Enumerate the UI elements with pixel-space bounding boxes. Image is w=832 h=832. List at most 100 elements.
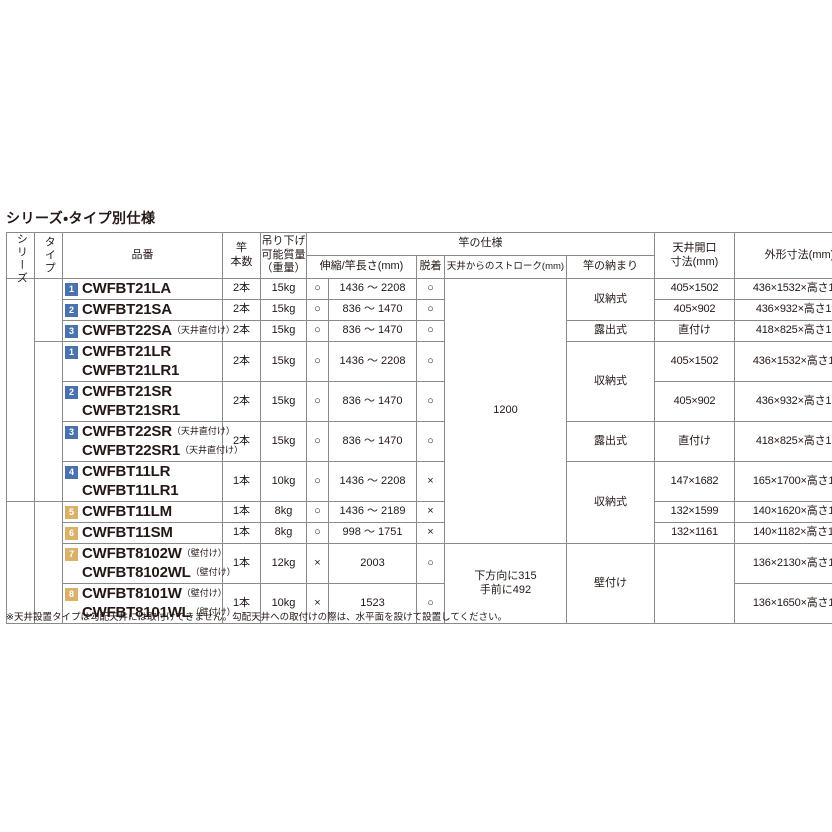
model-line: 3 CWFBT22SA （天井直付け）	[63, 321, 235, 341]
pole-length-cell: 836 ～ 1470	[328, 421, 417, 462]
model-note: （天井直付け）	[171, 426, 235, 437]
detach-mark-cell: ○	[416, 320, 445, 342]
ceiling-opening-cell: 405×902	[654, 381, 735, 422]
row-number-badge: 2	[65, 385, 78, 399]
header-row-2: 伸縮/竿長さ(mm) 脱着 天井からのストローク(mm) 竿の納まり	[7, 255, 832, 279]
hang-weight-cell: 15kg	[260, 320, 307, 342]
model-cell[interactable]: 2 CWFBT21SA	[62, 299, 223, 321]
pole-count-cell: 2本	[222, 278, 261, 300]
pole-count-cell: 2本	[222, 341, 261, 382]
row-number-badge: 1	[65, 345, 78, 359]
stroke-line-2: 手前に492	[479, 583, 532, 596]
model-code: CWFBT8102WL	[82, 563, 191, 581]
row-number-badge: 8	[65, 587, 78, 601]
model-line: 6 CWFBT11SM	[63, 524, 222, 543]
pole-count-cell: 1本	[222, 522, 261, 544]
row-number-badge: 4	[65, 465, 78, 479]
pole-count-cell: 2本	[222, 421, 261, 462]
header-outer-dimensions: 外形寸法(mm)	[734, 232, 832, 279]
outer-dimension-cell: 436×1532×高さ199	[734, 341, 832, 382]
model-note: （壁付け）	[181, 548, 227, 559]
model-code: CWFBT22SA	[82, 321, 172, 339]
model-line: 4CWFBT11LR1	[63, 482, 222, 501]
detach-mark-cell: ○	[416, 421, 445, 462]
storage-type-cell: 収納式	[566, 278, 655, 321]
model-cell[interactable]: 1CWFBT21LR1CWFBT21LR1	[62, 341, 223, 382]
model-cell[interactable]: 5 CWFBT11LM	[62, 501, 223, 523]
detach-mark-cell: ×	[416, 501, 445, 523]
ceiling-opening-cell: 132×1599	[654, 501, 735, 523]
pole-count-cell: 1本	[222, 461, 261, 502]
model-code: CWFBT11LR	[82, 462, 171, 480]
telescopic-mark-cell: ○	[306, 381, 329, 422]
model-code: CWFBT11LM	[82, 502, 172, 520]
model-code: CWFBT11LR1	[82, 481, 179, 499]
model-line: 5 CWFBT11LM	[63, 503, 222, 522]
model-cell[interactable]: 6 CWFBT11SM	[62, 522, 223, 544]
model-line: 1 CWFBT21LR	[63, 343, 222, 362]
table-row: リモコン1CWFBT21LR1CWFBT21LR12本15kg○1436 ～ 2…	[7, 341, 832, 502]
model-note: （壁付け）	[181, 588, 227, 599]
pole-length-cell: 998 ～ 1751	[328, 522, 417, 544]
header-pole-spec: 竿の仕様	[306, 232, 655, 256]
pole-count-cell: 1本	[222, 583, 261, 624]
ceiling-opening-cell: 直付け	[654, 421, 735, 462]
telescopic-mark-cell: ○	[306, 501, 329, 523]
header-series: シリーズ	[6, 232, 35, 285]
pole-length-cell: 1436 ～ 2189	[328, 501, 417, 523]
storage-type-cell: 収納式	[566, 461, 655, 544]
model-code: CWFBT21SR1	[82, 401, 181, 419]
outer-dimension-cell: 165×1700×高さ168	[734, 461, 832, 502]
model-cell[interactable]: 4 CWFBT11LR 4CWFBT11LR1	[62, 461, 223, 502]
footnote: ※天井設置タイプは勾配天井には取付けできません。勾配天井への取付けの際は、水平面…	[6, 612, 508, 623]
hang-weight-cell: 15kg	[260, 381, 307, 422]
telescopic-mark-cell: ○	[306, 522, 329, 544]
pole-count-cell: 2本	[222, 381, 261, 422]
outer-dimension-cell: 136×1650×高さ137	[734, 583, 832, 624]
table-row: 手動 5 CWFBT11LM 1本 8kg ○ 1436 ～ 2189 × 132×1599 14…	[6, 501, 832, 624]
row-number-badge: 2	[65, 303, 78, 317]
header-stroke: 天井からのストローク(mm)	[444, 255, 567, 279]
model-cell[interactable]: 3 CWFBT22SA （天井直付け）	[62, 320, 235, 342]
hang-weight-cell: 8kg	[260, 501, 307, 523]
header-type: タイプ	[34, 232, 63, 279]
table-row: 3 CWFBT22SA （天井直付け） 2本 15kg ○ 836 ～ 1470 ○ 露出式 直付…	[7, 320, 832, 342]
specification-table: シリーズ タイプ 品番 竿 本数 吊り下げ 可能質量 （重量） 竿の仕様 天井開…	[6, 232, 832, 624]
table-row: 4CWFBT11LR4CWFBT11LR11本10kg○1436 ～ 2208×…	[7, 461, 832, 544]
model-note: （天井直付け）	[171, 325, 235, 336]
stroke-line-1: 下方向に315	[474, 569, 537, 582]
model-line: 2 CWFBT21SA	[63, 301, 222, 320]
detach-mark-cell: ○	[416, 299, 445, 321]
header-row-1: シリーズ タイプ 品番 竿 本数 吊り下げ 可能質量 （重量） 竿の仕様 天井開…	[6, 232, 832, 285]
hang-weight-cell: 15kg	[260, 421, 307, 462]
model-code: CWFBT22SR1	[82, 441, 181, 459]
model-cell[interactable]: 1 CWFBT21LA	[62, 278, 223, 300]
outer-dimension-cell: 418×825×高さ194	[734, 421, 832, 462]
table-row: 8CWFBT8101W（壁付け）8CWFBT8101WL（壁付け）1本10kg×…	[7, 583, 832, 624]
model-code: CWFBT21LR	[82, 342, 172, 360]
model-code: CWFBT21SA	[82, 300, 172, 318]
pole-length-cell: 836 ～ 1470	[328, 320, 417, 342]
detach-mark-cell: ○	[416, 543, 445, 584]
table-row: 3CWFBT22SR（天井直付け）3CWFBT22SR1（天井直付け）2本15k…	[7, 421, 832, 462]
pole-length-cell: 1436 ～ 2208	[328, 341, 417, 382]
ceiling-opening-cell: 147×1682	[654, 461, 735, 502]
model-cell[interactable]: 2 CWFBT21SR 2CWFBT21SR1	[62, 381, 223, 422]
detach-mark-cell: ○	[416, 278, 445, 300]
ceiling-opening-cell	[654, 543, 735, 624]
row-number-badge: 5	[65, 505, 78, 519]
hang-weight-cell: 15kg	[260, 278, 307, 300]
stroke-cell: 1200	[444, 278, 567, 544]
detach-mark-cell: ○	[416, 381, 445, 422]
outer-dimension-cell: 436×932×高さ199	[734, 381, 832, 422]
model-line: 1 CWFBT21LA	[63, 280, 222, 299]
storage-type-cell: 収納式	[566, 341, 655, 422]
detach-mark-cell: ○	[416, 341, 445, 382]
type-band-label: 壁スイッチ	[43, 283, 55, 337]
model-line: 3 CWFBT22SR （天井直付け）	[63, 423, 235, 442]
model-code: CWFBT8101WL	[82, 603, 191, 621]
